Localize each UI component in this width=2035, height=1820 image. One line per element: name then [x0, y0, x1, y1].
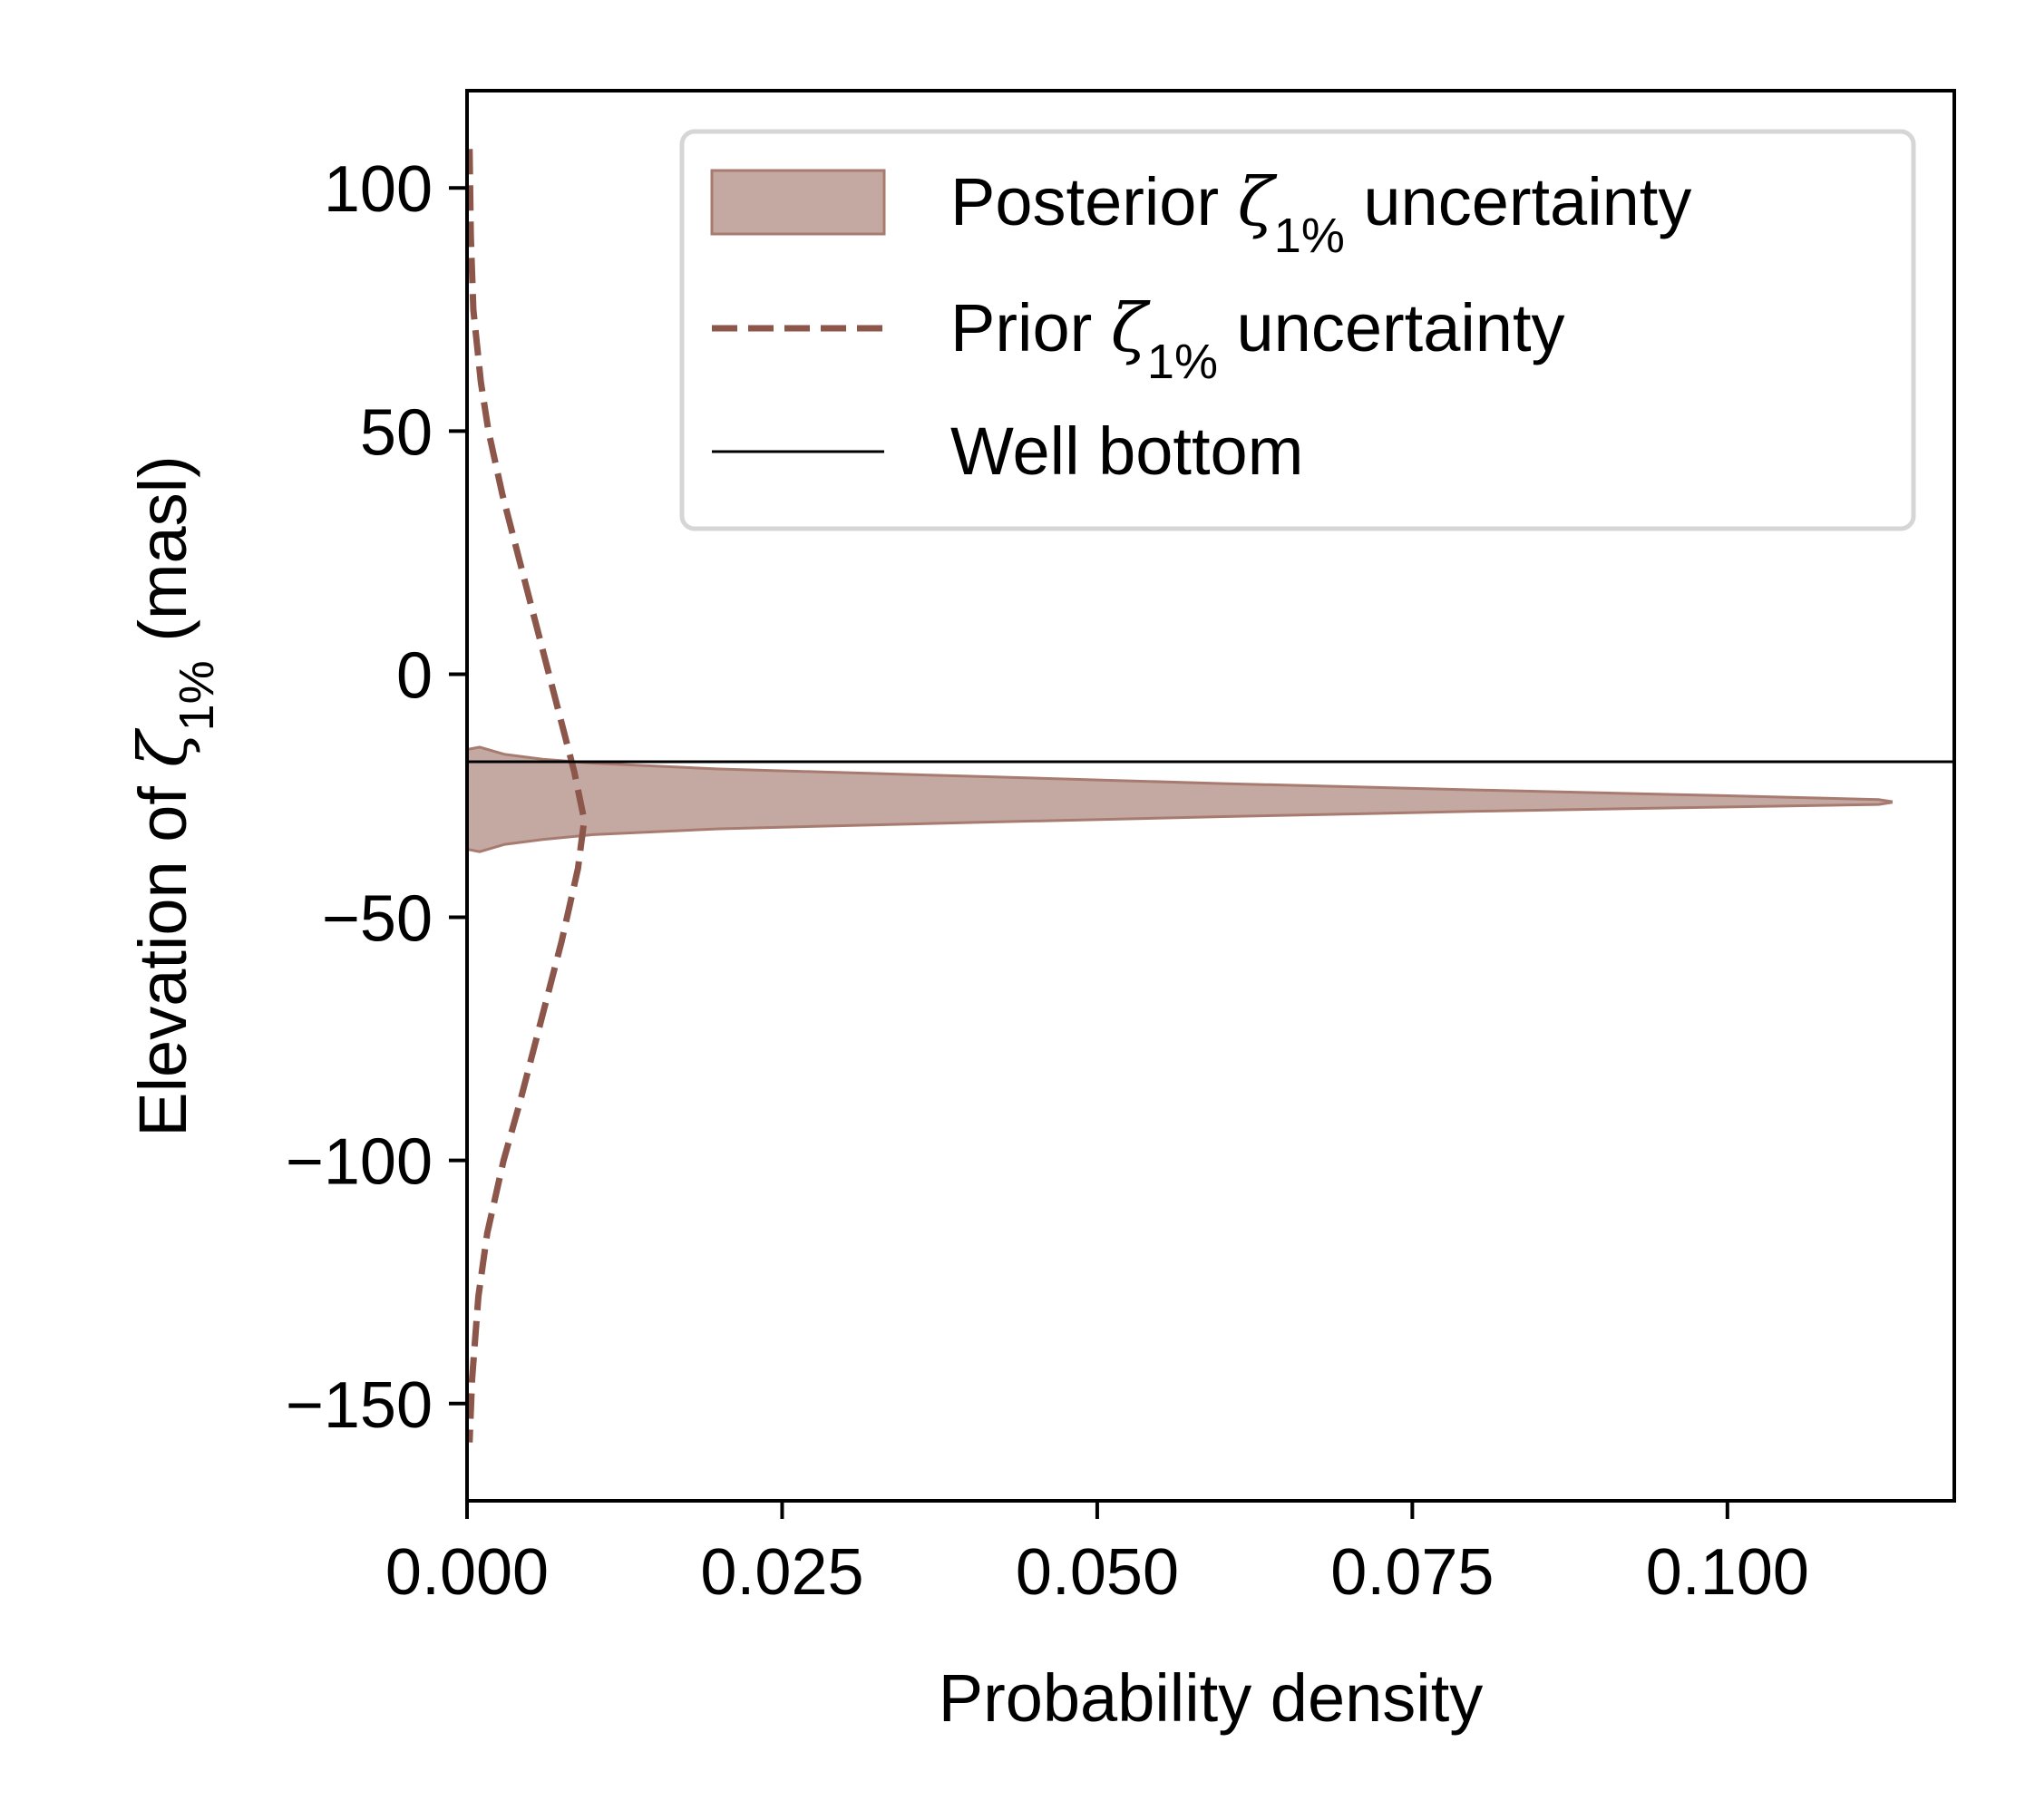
x-tick-label: 0.100 — [1646, 1536, 1809, 1609]
y-tick-label: 100 — [324, 153, 433, 226]
y-axis-label-subscript: 1% — [170, 660, 224, 731]
x-tick-label: 0.075 — [1330, 1536, 1494, 1609]
x-tick-label: 0.050 — [1016, 1536, 1179, 1609]
y-tick-label: −100 — [286, 1126, 433, 1199]
legend-label-text: Well bottom — [950, 414, 1303, 489]
x-tick-label: 0.025 — [700, 1536, 863, 1609]
posterior-band — [467, 745, 1894, 853]
plot-area — [467, 149, 1954, 1443]
legend-label-text-tail: uncertainty — [1218, 290, 1565, 365]
legend-label-text: Prior — [950, 290, 1111, 365]
legend-label-subscript: 1% — [1147, 335, 1218, 389]
y-axis-label-symbol: ζ — [124, 727, 202, 767]
y-tick-label: 50 — [360, 396, 433, 469]
legend-label-subscript: 1% — [1274, 209, 1345, 263]
legend-label: Posterior ζ1% uncertainty — [950, 163, 1691, 263]
y-tick-label: −150 — [286, 1369, 433, 1442]
legend-label-symbol: ζ — [1111, 289, 1151, 367]
y-tick-label: 0 — [396, 639, 433, 712]
y-axis-label: Elevation of ζ1% (masl) — [124, 455, 224, 1137]
x-tick-label: 0.000 — [385, 1536, 549, 1609]
legend-label-text-tail: uncertainty — [1345, 164, 1692, 239]
legend-label-symbol: ζ — [1238, 163, 1278, 241]
legend-label: Prior ζ1% uncertainty — [950, 289, 1565, 389]
legend-swatch-posterior — [710, 169, 886, 236]
y-axis-label-after: (masl) — [125, 455, 200, 660]
axes-frame — [465, 89, 1956, 1503]
axes: 0.000 0.025 0.050 0.075 0.100 100 50 0 −50 −100 −1… — [286, 89, 1956, 1609]
legend-label: Well bottom — [950, 414, 1303, 489]
y-tick-label: −50 — [322, 883, 433, 956]
legend-box — [679, 129, 1916, 531]
x-axis-label: Probability density — [939, 1660, 1484, 1736]
prior-curve — [467, 149, 588, 1443]
legend-label-text: Posterior — [950, 164, 1238, 239]
y-axis-label-before: Elevation of — [125, 767, 200, 1136]
